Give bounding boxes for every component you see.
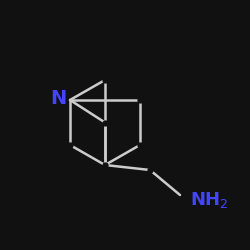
- Text: N: N: [51, 89, 67, 108]
- Text: NH$_2$: NH$_2$: [190, 190, 228, 210]
